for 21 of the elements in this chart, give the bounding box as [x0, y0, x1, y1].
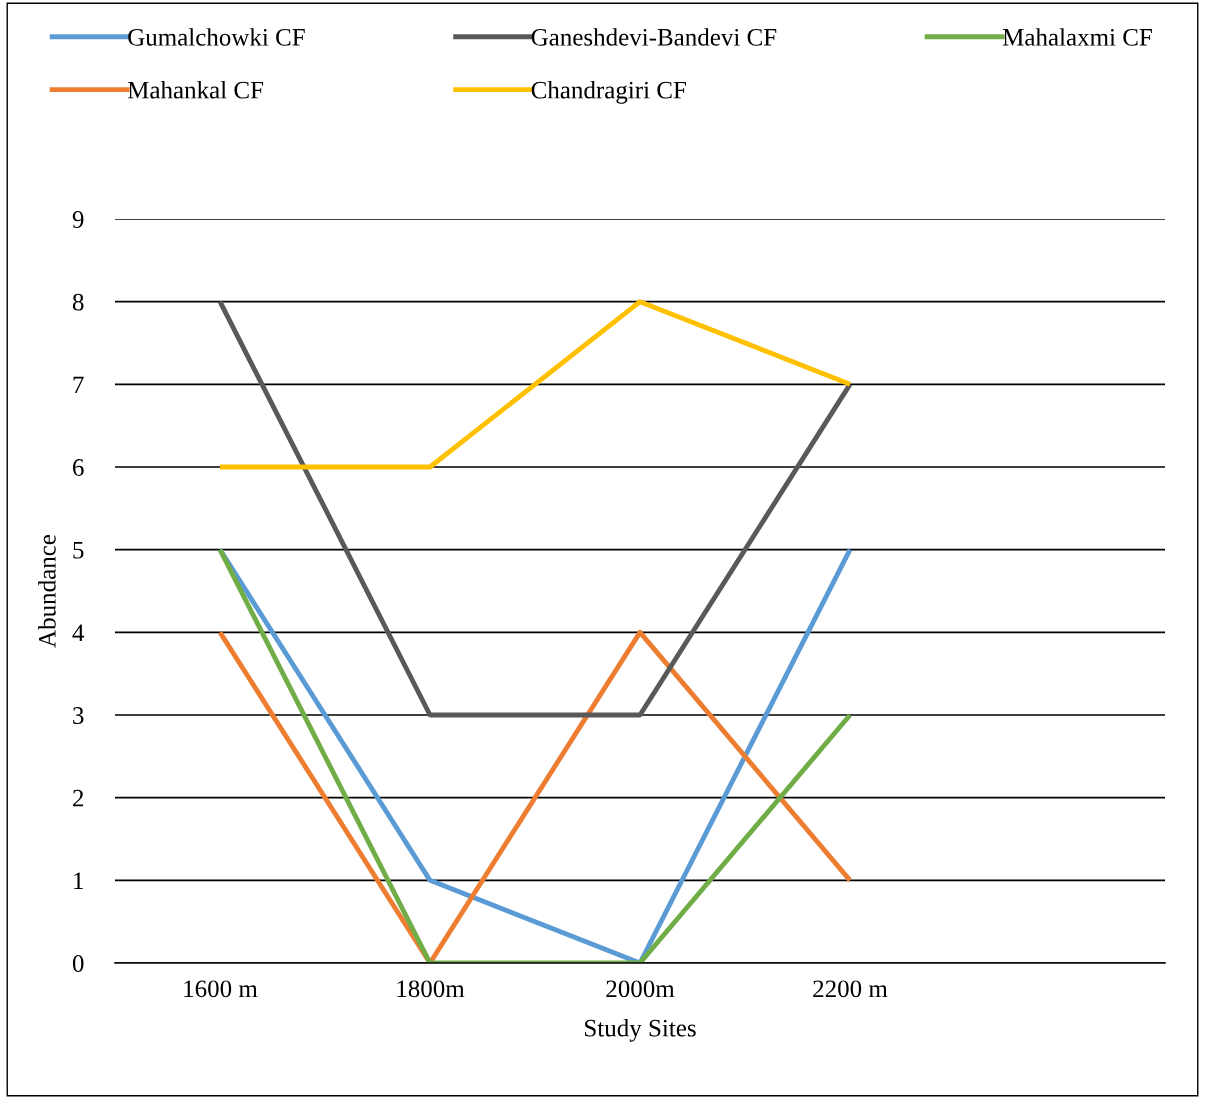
y-tick-label: 4 — [72, 624, 85, 642]
legend-label: Chandragiri CF — [531, 80, 686, 104]
x-tick-label: 2000m — [606, 980, 675, 998]
y-tick-label: 9 — [72, 211, 84, 228]
x-tick-label: 2200 m — [813, 980, 888, 998]
x-tick-label: 1600 m — [184, 980, 258, 998]
x-axis-title: Study Sites — [585, 1019, 696, 1042]
legend-label: Ganeshdevi-Bandevi CF — [531, 28, 777, 46]
y-tick-label: 8 — [72, 293, 84, 311]
y-tick-label: 0 — [72, 955, 84, 972]
x-tick-label: 1800m — [397, 980, 465, 998]
legend-label: Gumalchowki CF — [128, 28, 305, 46]
legend-label: Mahalaxmi CF — [1002, 28, 1152, 46]
y-tick-label: 6 — [73, 459, 84, 476]
y-tick-label: 5 — [73, 541, 84, 559]
y-tick-label: 1 — [74, 872, 83, 890]
y-tick-label: 7 — [73, 376, 84, 394]
y-axis-title: Abundance — [38, 534, 56, 648]
y-tick-label: 2 — [73, 789, 84, 807]
y-tick-label: 3 — [73, 707, 84, 724]
legend-label: Mahankal CF — [127, 80, 264, 99]
